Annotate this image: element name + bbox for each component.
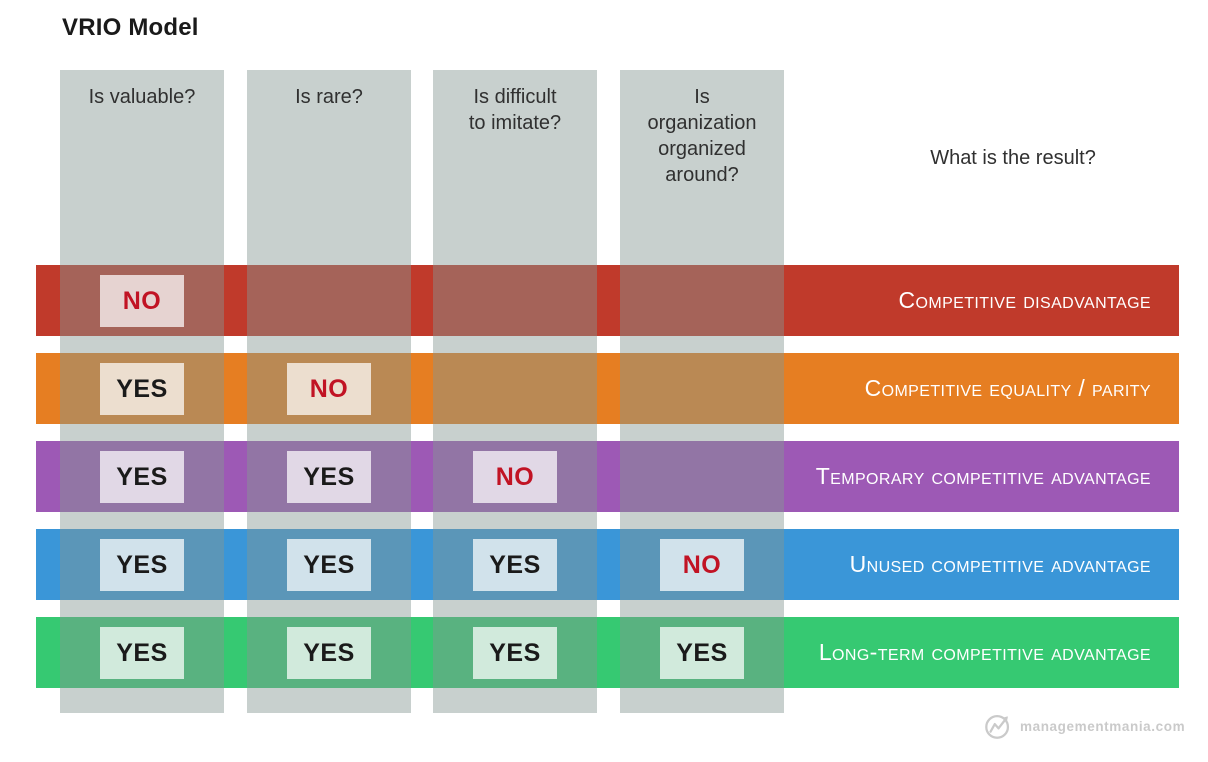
watermark-text: managementmania.com: [1020, 718, 1186, 734]
column-is-difficult-to-imitate: Is difficult to imitate?: [433, 70, 597, 713]
column-is-organization-organized: Is organization organized around?: [620, 70, 784, 713]
answer-box: YES: [287, 451, 371, 503]
answer-box: YES: [473, 539, 557, 591]
answer-box: YES: [287, 627, 371, 679]
row-competitive-disadvantage: Competitive disadvantage: [36, 265, 1179, 336]
answer-box: YES: [100, 451, 184, 503]
answer-box: NO: [660, 539, 744, 591]
column-header: Is organization organized around?: [647, 86, 757, 186]
answer-box: NO: [100, 275, 184, 327]
row-temporary-advantage: Temporary competitive advantage: [36, 441, 1179, 512]
row-unused-advantage: Unused competitive advantage: [36, 529, 1179, 600]
row-longterm-advantage: Long-term competitive advantage: [36, 617, 1179, 688]
column-header: Is valuable?: [88, 86, 196, 108]
answer-box: NO: [287, 363, 371, 415]
answer-box: YES: [100, 363, 184, 415]
row-result-label: Temporary competitive advantage: [815, 463, 1151, 489]
page-title: VRIO Model: [62, 14, 199, 41]
result-column-header: What is the result?: [930, 147, 1096, 169]
column-header: Is rare?: [295, 86, 363, 108]
answer-box: YES: [287, 539, 371, 591]
row-result-label: Competitive disadvantage: [898, 287, 1151, 313]
answer-box: YES: [100, 627, 184, 679]
answer-box: NO: [473, 451, 557, 503]
column-header: Is difficult to imitate?: [468, 86, 562, 134]
row-result-label: Long-term competitive advantage: [818, 639, 1151, 665]
answer-box: YES: [100, 539, 184, 591]
answer-box: YES: [660, 627, 744, 679]
watermark: managementmania.com: [983, 710, 1185, 742]
answer-box: YES: [473, 627, 557, 679]
row-result-label: Competitive equality / parity: [864, 375, 1151, 401]
line-chart-arrow-icon: [983, 710, 1015, 742]
row-result-label: Unused competitive advantage: [849, 551, 1151, 577]
row-competitive-equality: Competitive equality / parity: [36, 353, 1179, 424]
